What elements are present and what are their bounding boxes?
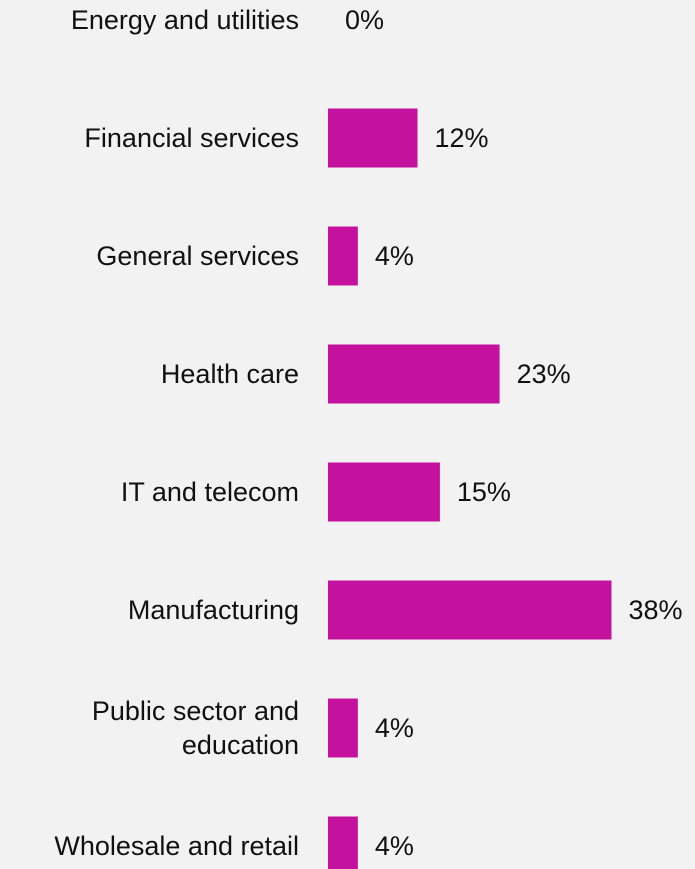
category-label-energy-and-utilities: Energy and utilities — [71, 5, 299, 35]
value-labels: 0% 12% 4% 23% 15% 38% 4% 4% — [345, 5, 683, 861]
bar-public-sector-and-education — [328, 698, 358, 758]
category-label-line: Health care — [161, 359, 299, 389]
bars — [328, 108, 612, 869]
category-label-public-sector-and-education: Public sector and education — [92, 696, 299, 760]
bar-health-care — [328, 344, 500, 404]
category-label-line: education — [182, 730, 299, 760]
category-label-general-services: General services — [96, 241, 299, 271]
bar-it-and-telecom — [328, 462, 440, 522]
bar-financial-services — [328, 108, 418, 168]
value-label-it-and-telecom: 15% — [457, 477, 511, 507]
category-label-line: Manufacturing — [128, 595, 299, 625]
category-label-financial-services: Financial services — [84, 123, 299, 153]
bar-wholesale-and-retail — [328, 816, 358, 869]
category-label-line: Wholesale and retail — [54, 831, 299, 861]
value-label-wholesale-and-retail: 4% — [375, 831, 414, 861]
category-label-health-care: Health care — [161, 359, 299, 389]
value-label-energy-and-utilities: 0% — [345, 5, 384, 35]
value-label-manufacturing: 38% — [628, 595, 682, 625]
value-label-general-services: 4% — [375, 241, 414, 271]
value-label-health-care: 23% — [517, 359, 571, 389]
category-label-it-and-telecom: IT and telecom — [121, 477, 299, 507]
bar-general-services — [328, 226, 358, 286]
value-label-public-sector-and-education: 4% — [375, 713, 414, 743]
category-labels: Energy and utilities Financial services Ge… — [54, 5, 299, 861]
category-label-line: Public sector and — [92, 696, 299, 726]
category-label-line: General services — [96, 241, 299, 271]
category-label-line: Financial services — [84, 123, 299, 153]
bar-manufacturing — [328, 580, 612, 640]
category-label-manufacturing: Manufacturing — [128, 595, 299, 625]
category-label-wholesale-and-retail: Wholesale and retail — [54, 831, 299, 861]
value-label-financial-services: 12% — [435, 123, 489, 153]
category-label-line: Energy and utilities — [71, 5, 299, 35]
category-label-line: IT and telecom — [121, 477, 299, 507]
